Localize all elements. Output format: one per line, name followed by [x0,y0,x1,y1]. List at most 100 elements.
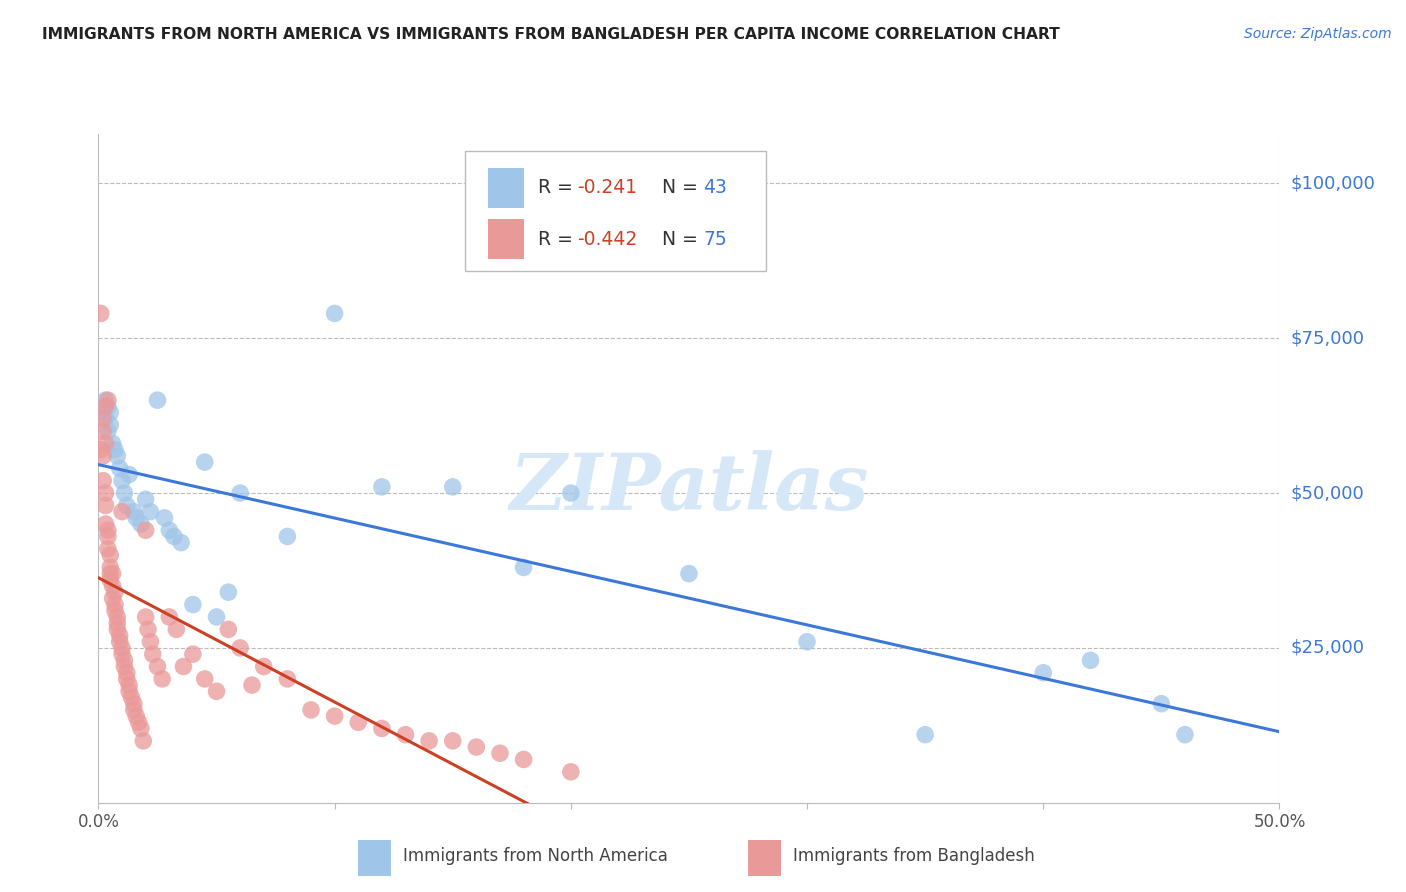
Point [441,480,464,494]
Point [112,659,135,673]
Point [122,697,145,711]
Point [125,511,148,525]
Point [489,746,512,760]
FancyBboxPatch shape [748,839,782,876]
Point [91,474,114,488]
Point [91,449,114,463]
Point [129,517,152,532]
Point [97,424,120,438]
Point [115,499,138,513]
Point [111,640,134,655]
Text: ZIPatlas: ZIPatlas [509,450,869,526]
Point [153,511,176,525]
Point [125,709,148,723]
Point [172,659,194,673]
Point [111,474,134,488]
Point [165,623,187,637]
Point [115,665,138,680]
Point [101,591,124,606]
Point [118,467,141,482]
Point [1032,665,1054,680]
Point [194,672,217,686]
FancyBboxPatch shape [359,839,391,876]
Text: $50,000: $50,000 [1291,484,1364,502]
Point [98,548,121,562]
Point [323,709,346,723]
Point [104,442,127,457]
Point [98,417,121,432]
Point [101,566,124,581]
Point [118,678,141,692]
Text: N =: N = [662,178,703,197]
Point [371,480,394,494]
Point [371,722,394,736]
Point [98,560,121,574]
Point [108,461,131,475]
Point [97,541,120,556]
Point [91,424,114,438]
Point [217,623,239,637]
Point [323,306,346,320]
Point [105,616,128,631]
Point [299,703,322,717]
Point [240,678,263,692]
Point [347,715,370,730]
Point [94,436,117,450]
Point [560,764,582,779]
Point [163,529,186,543]
Point [94,400,117,414]
Point [229,640,252,655]
Point [94,486,117,500]
Point [121,690,143,705]
Point [441,734,464,748]
Point [90,306,112,320]
Point [253,659,276,673]
Text: R =: R = [537,229,579,249]
Text: Source: ZipAtlas.com: Source: ZipAtlas.com [1244,27,1392,41]
Point [90,442,112,457]
Point [194,455,217,469]
Point [122,505,145,519]
Point [128,715,150,730]
Point [94,499,117,513]
Point [205,610,228,624]
Point [136,623,159,637]
Point [465,740,488,755]
Point [146,393,169,408]
Point [97,393,120,408]
Point [150,672,173,686]
Point [112,486,135,500]
Point [94,411,117,425]
Point [181,647,204,661]
Point [181,598,204,612]
Text: $75,000: $75,000 [1291,329,1365,347]
Point [97,523,120,537]
Point [1080,653,1102,667]
Point [101,436,124,450]
Point [157,523,180,537]
FancyBboxPatch shape [488,168,523,208]
Text: R =: R = [537,178,579,197]
Text: 75: 75 [703,229,727,249]
Point [115,672,138,686]
Point [135,523,157,537]
Point [139,634,162,648]
Point [105,610,128,624]
Point [418,734,440,748]
Point [276,529,298,543]
Point [157,610,180,624]
Point [118,684,141,698]
Text: Immigrants from Bangladesh: Immigrants from Bangladesh [793,847,1035,865]
Text: -0.442: -0.442 [576,229,637,249]
Point [104,598,127,612]
Point [135,492,157,507]
Point [97,529,120,543]
Point [229,486,252,500]
Point [914,728,936,742]
Text: N =: N = [662,229,703,249]
Point [98,573,121,587]
Point [146,659,169,673]
Point [91,406,114,420]
Point [101,579,124,593]
Point [112,653,135,667]
